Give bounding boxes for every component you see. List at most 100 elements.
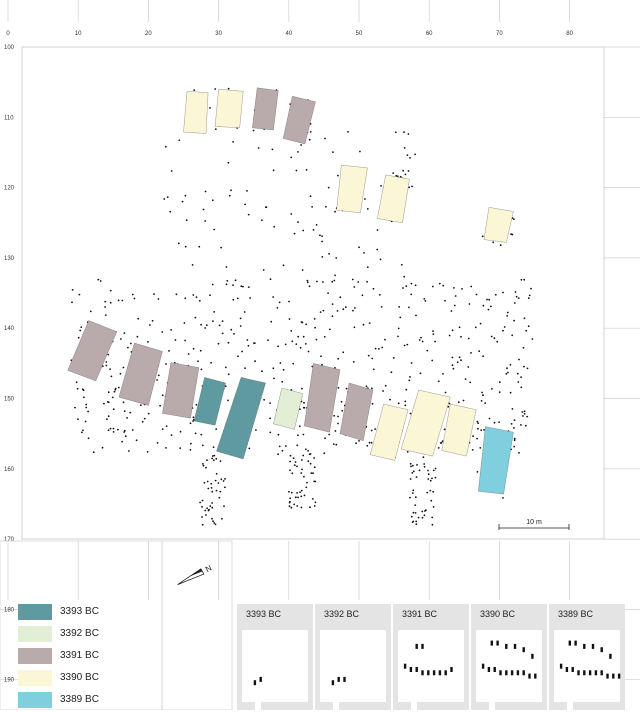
thumbnail-house	[591, 643, 595, 649]
post-hole	[109, 368, 111, 370]
post-hole	[319, 311, 322, 313]
post-hole	[306, 281, 309, 284]
phase-thumbnails: 3393 BC 3392 BC 3391 BC 3390 BC 3389 BC	[237, 604, 625, 710]
post-hole	[297, 496, 299, 499]
post-hole	[199, 349, 202, 352]
post-hole	[353, 326, 356, 329]
post-hole	[296, 492, 298, 494]
post-hole	[448, 402, 451, 405]
legend-label: 3391 BC	[60, 650, 99, 661]
post-hole	[297, 151, 299, 153]
post-hole	[518, 358, 520, 361]
post-hole	[262, 269, 265, 271]
post-hole	[77, 418, 79, 420]
post-hole	[327, 292, 329, 294]
post-hole	[179, 447, 182, 449]
post-hole	[109, 301, 112, 304]
post-hole	[224, 478, 226, 480]
post-hole	[113, 390, 116, 393]
post-hole	[200, 368, 203, 371]
post-hole	[149, 324, 151, 326]
y-tick-label: 130	[4, 256, 15, 262]
post-hole	[320, 355, 322, 358]
legend-item-3391: 3391 BC	[18, 648, 158, 668]
post-hole	[333, 279, 336, 282]
thumbnail-house	[522, 647, 525, 653]
post-hole	[292, 457, 295, 460]
post-hole	[224, 385, 227, 388]
post-hole	[123, 429, 126, 432]
post-hole	[205, 466, 207, 469]
post-hole	[284, 343, 287, 346]
post-hole	[105, 364, 108, 367]
post-hole	[453, 287, 455, 289]
legend-swatch	[18, 692, 52, 708]
post-hole	[204, 190, 207, 193]
post-hole	[313, 466, 316, 469]
phase-thumbnail-label: 3392 BC	[324, 609, 360, 619]
post-hole	[414, 504, 417, 506]
post-hole	[177, 242, 180, 245]
post-hole	[511, 334, 514, 337]
thumbnail-house	[606, 673, 609, 679]
phase-thumbnail: 3393 BC	[237, 604, 313, 710]
post-hole	[221, 320, 224, 322]
post-hole	[201, 523, 204, 526]
post-hole	[452, 367, 455, 370]
post-hole	[481, 235, 484, 238]
thumbnail-house	[531, 653, 534, 659]
house-footprints	[67, 87, 514, 495]
thumbnail-house	[403, 663, 407, 669]
post-hole	[307, 350, 310, 353]
post-hole	[215, 472, 218, 475]
phase-thumbnail: 3392 BC	[315, 604, 391, 710]
post-hole	[392, 357, 395, 359]
post-hole	[105, 361, 108, 363]
post-hole	[192, 347, 195, 350]
post-hole	[478, 350, 481, 353]
post-hole	[290, 156, 293, 159]
post-hole	[355, 442, 357, 445]
post-hole	[404, 173, 407, 176]
thumbnail-tab	[333, 702, 339, 710]
post-hole	[357, 281, 360, 283]
thumbnail-house	[528, 673, 531, 679]
post-hole	[213, 454, 216, 457]
post-hole	[315, 338, 318, 341]
thumbnail-house	[522, 670, 525, 676]
post-hole	[517, 381, 520, 383]
post-hole	[277, 345, 279, 348]
post-hole	[423, 465, 426, 468]
thumbnail-house	[505, 643, 508, 649]
post-hole	[225, 283, 228, 286]
thumbnail-house	[510, 670, 514, 676]
post-hole	[505, 372, 508, 375]
post-hole	[219, 490, 222, 493]
post-hole	[101, 446, 104, 449]
post-hole	[107, 415, 110, 418]
post-hole	[307, 450, 309, 452]
post-hole	[189, 422, 192, 425]
post-hole	[488, 298, 490, 301]
y-tick-label: 120	[4, 186, 15, 192]
thumbnail-house	[438, 670, 442, 676]
house-footprint	[273, 387, 303, 430]
post-hole	[520, 376, 522, 378]
thumbnail-house	[487, 667, 491, 672]
post-hole	[170, 170, 173, 172]
post-hole	[139, 404, 142, 407]
post-hole	[480, 400, 483, 402]
post-hole	[77, 336, 80, 339]
post-hole	[516, 372, 519, 375]
post-hole	[249, 297, 252, 299]
post-hole	[112, 427, 115, 430]
post-hole	[513, 445, 516, 448]
post-hole	[397, 402, 400, 405]
thumbnail-site	[320, 630, 386, 702]
post-hole	[490, 335, 493, 338]
post-hole	[79, 329, 82, 332]
post-hole	[305, 323, 307, 326]
post-hole	[157, 298, 160, 300]
house-footprint	[162, 362, 200, 419]
